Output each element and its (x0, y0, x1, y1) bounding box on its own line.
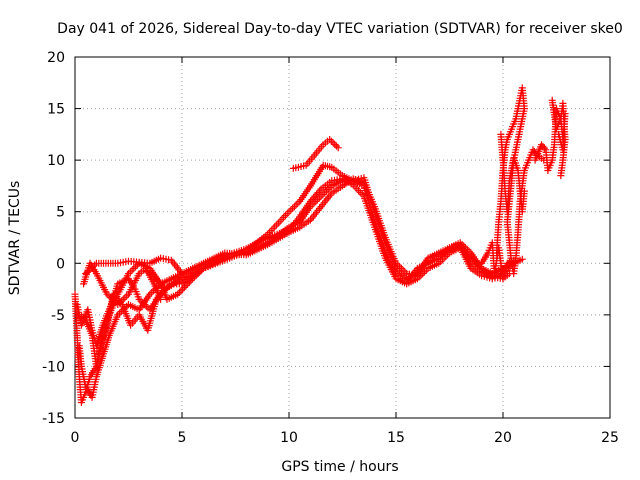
x-tick-label: 0 (71, 430, 80, 446)
y-tick-label: 5 (56, 205, 65, 221)
axis-ticks (74, 56, 611, 419)
y-tick-label: 10 (47, 153, 65, 169)
y-tick-label: 0 (56, 256, 65, 272)
y-axis-label: SDTVAR / TECUs (7, 181, 23, 296)
plot-frame (74, 56, 611, 419)
series-track-3 (75, 175, 507, 370)
y-tick-label: -5 (51, 308, 65, 324)
series-track-6 (80, 259, 165, 308)
data-marks (71, 84, 569, 406)
grid-lines (75, 57, 610, 418)
y-axis-tick-labels: -15 -10 -5 0 5 10 15 20 (42, 50, 65, 427)
data-point-markers (71, 174, 526, 406)
series-track-7 (289, 136, 342, 172)
y-tick-label: 15 (47, 102, 65, 118)
data-point-markers (548, 96, 569, 154)
series-track-12 (478, 239, 518, 283)
y-tick-label: 20 (47, 50, 65, 66)
x-tick-label: 15 (387, 430, 405, 446)
x-tick-label: 10 (280, 430, 298, 446)
x-axis-tick-labels: 0 5 10 15 20 25 (71, 430, 619, 446)
series-track-9 (497, 130, 528, 216)
y-tick-label: -10 (42, 359, 65, 375)
series-track-1 (71, 174, 526, 406)
data-point-markers (75, 175, 518, 401)
x-tick-label: 25 (601, 430, 619, 446)
data-point-markers (497, 130, 528, 216)
x-tick-label: 20 (494, 430, 512, 446)
x-axis-label: GPS time / hours (281, 459, 398, 475)
data-point-markers (75, 175, 507, 370)
series-track-11 (548, 96, 569, 154)
series-track-4 (75, 175, 518, 401)
data-point-markers (80, 259, 165, 308)
chart-title: Day 041 of 2026, Sidereal Day-to-day VTE… (57, 21, 623, 37)
y-tick-label: -15 (42, 411, 65, 427)
data-point-markers (289, 136, 342, 172)
x-tick-label: 5 (178, 430, 187, 446)
data-point-markers (478, 239, 518, 283)
